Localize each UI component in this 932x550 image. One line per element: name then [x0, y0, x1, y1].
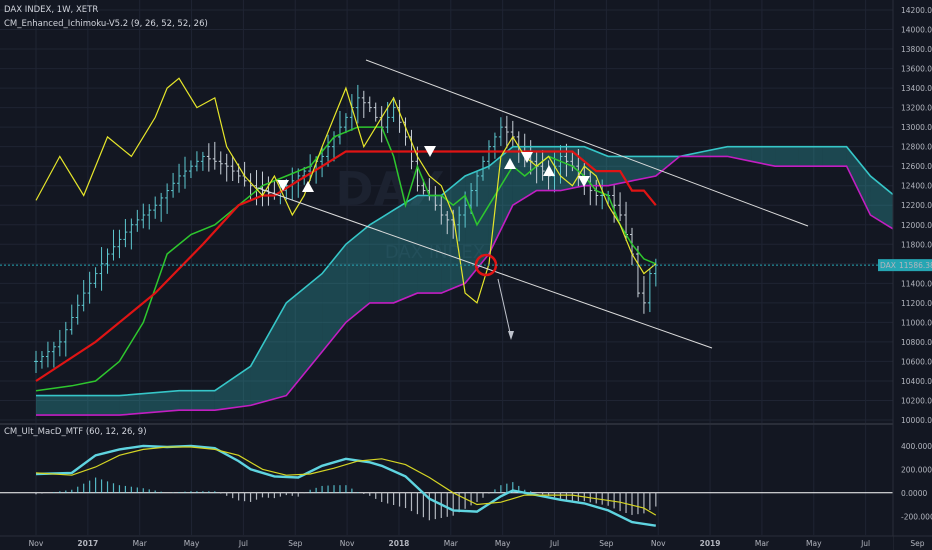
cloud-segment [369, 210, 394, 303]
time-tick-label: Mar [133, 539, 148, 548]
ichimoku-lines [35, 77, 895, 416]
time-tick-label: Mar [755, 539, 770, 548]
price-tick-label: 14000.00 [901, 26, 932, 35]
down-arrow-line [497, 278, 512, 338]
price-tick-label: 10000.00 [901, 416, 932, 425]
price-tick-label: 13600.00 [901, 65, 932, 74]
cloud-segment [775, 146, 799, 167]
price-tick-label: 11400.00 [901, 279, 932, 288]
price-tick-label: 12800.00 [901, 143, 932, 152]
price-tick-label: 10600.00 [901, 357, 932, 366]
time-tick-label: Sep [910, 539, 924, 548]
buy-signal-marker [302, 181, 314, 192]
price-badge-ticker: DAX [880, 261, 896, 270]
price-tick-label: 12200.00 [901, 201, 932, 210]
chikou-line [35, 126, 657, 392]
time-tick-label: 2018 [389, 539, 410, 548]
price-tick-label: 13200.00 [901, 104, 932, 113]
sell-signal-marker [277, 180, 289, 191]
time-tick-label: May [184, 539, 200, 548]
upper-trendline [365, 59, 809, 227]
grid-lines [0, 0, 932, 535]
axis-background [893, 0, 932, 550]
price-tick-label: 10800.00 [901, 338, 932, 347]
time-tick-label: Mar [444, 539, 459, 548]
price-badge [878, 259, 932, 272]
price-tick-label: 11800.00 [901, 240, 932, 249]
cloud-segment [798, 146, 823, 167]
cloud-segment [345, 224, 370, 323]
sell-signal-marker [521, 152, 533, 163]
cloud-segment [488, 146, 513, 255]
price-tick-label: 14200.00 [901, 6, 932, 15]
cloud-segment [179, 390, 215, 411]
time-tick-label: May [806, 539, 822, 548]
macd-tick-label: -200.0000 [901, 512, 932, 521]
buy-signal-marker [504, 158, 516, 169]
price-tick-label: 12000.00 [901, 221, 932, 230]
time-tick-label: Jul [238, 539, 248, 548]
price-tick-label: 13400.00 [901, 84, 932, 93]
cloud-segment [703, 146, 728, 157]
symbol-title: DAX INDEX, 1W, XETR [4, 5, 99, 15]
cloud-segment [286, 273, 323, 396]
cloud-segment [322, 244, 346, 352]
buy-signal-marker [543, 165, 555, 176]
price-axis[interactable]: 14200.00 14000.00 13800.00 13600.00 13400.00… [878, 0, 932, 550]
macd-tick-label: 0.0000 [901, 489, 927, 498]
signal-line [35, 446, 657, 516]
time-tick-label: Nov [340, 539, 355, 548]
cloud-segment [417, 195, 442, 294]
price-badge-value: 11586.38 [899, 261, 932, 270]
time-tick-label: 2019 [700, 539, 721, 548]
price-tick-label: 11000.00 [901, 318, 932, 327]
price-tick-label: 13000.00 [901, 123, 932, 132]
down-arrow-head [508, 331, 514, 340]
cloud-segment [393, 195, 418, 303]
time-tick-label: Jul [549, 539, 559, 548]
price-tick-label: 11200.00 [901, 299, 932, 308]
time-tick-label: Nov [651, 539, 666, 548]
cloud-segment [822, 146, 847, 167]
time-tick-label: Nov [29, 539, 44, 548]
time-tick-label: Sep [288, 539, 302, 548]
cloud-segment [846, 146, 871, 215]
time-axis-background [0, 536, 893, 550]
price-tick-label: 10200.00 [901, 396, 932, 405]
cloud-segment [119, 390, 180, 416]
annotations [0, 59, 893, 349]
cloud-segment [870, 175, 895, 230]
cloud-segment [36, 395, 120, 416]
time-axis[interactable]: Nov 2017 Mar May Jul Sep Nov 2018 Mar May Jul Sep No… [0, 535, 932, 550]
cloud-segment [214, 366, 251, 411]
time-tick-label: Jul [860, 539, 870, 548]
senkou-b-line [36, 155, 895, 416]
sell-signal-marker [424, 146, 436, 157]
cloud-segment [751, 146, 776, 167]
macd-tick-label: 400.0000 [901, 442, 932, 451]
time-tick-label: May [495, 539, 511, 548]
time-tick-label: 2017 [77, 539, 98, 548]
senkou-a-line [36, 145, 895, 397]
time-tick-label: Sep [599, 539, 613, 548]
price-tick-label: 13800.00 [901, 45, 932, 54]
price-tick-label: 10400.00 [901, 377, 932, 386]
tenkan-line [35, 77, 657, 304]
indicator-title[interactable]: CM_Enhanced_Ichimoku-V5.2 (9, 26, 52, 52… [4, 19, 208, 29]
price-tick-label: 12400.00 [901, 182, 932, 191]
sell-signal-marker [578, 176, 590, 187]
cloud-segment [250, 302, 287, 406]
macd-title[interactable]: CM_Ult_MacD_MTF (60, 12, 26, 9) [4, 427, 147, 437]
kijun-line [35, 150, 657, 382]
price-tick-label: 12600.00 [901, 162, 932, 171]
macd-tick-label: 200.0000 [901, 465, 932, 474]
macd-pane [0, 444, 893, 527]
lower-trendline [257, 187, 713, 349]
